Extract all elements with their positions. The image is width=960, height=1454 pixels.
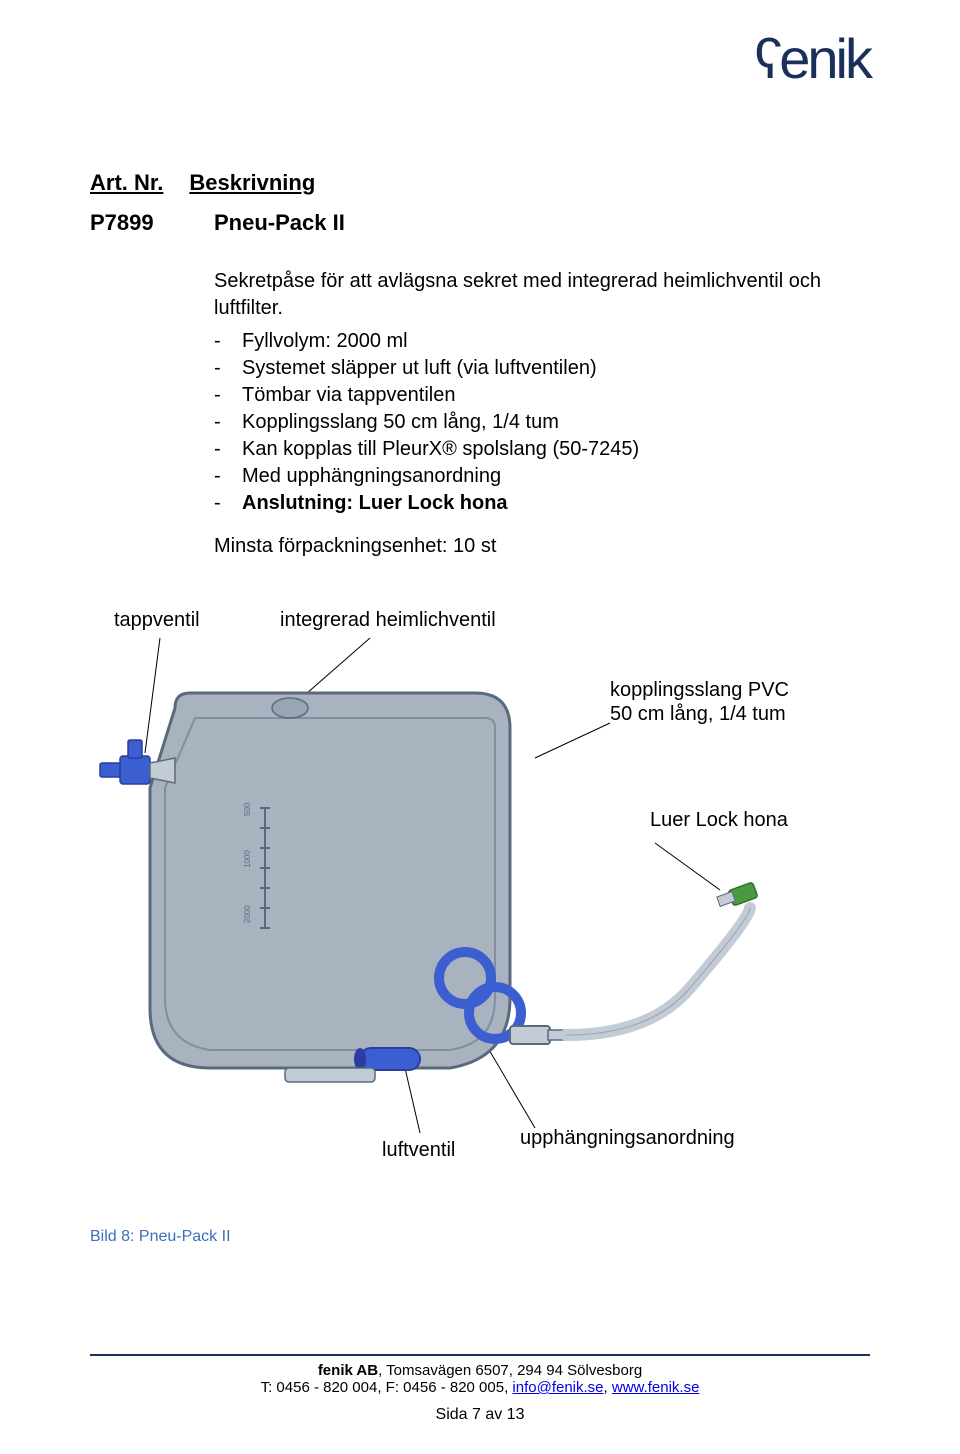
list-item: Kopplingsslang 50 cm lång, 1/4 tum — [214, 409, 870, 436]
footer-url-link[interactable]: www.fenik.se — [612, 1379, 700, 1396]
feature-list: Fyllvolym: 2000 ml Systemet släpper ut l… — [214, 328, 870, 517]
diagram-svg: 500 1000 2000 — [90, 628, 870, 1188]
luftventil-icon — [354, 1048, 420, 1070]
list-item: Fyllvolym: 2000 ml — [214, 328, 870, 355]
list-item: Med upphängningsanordning — [214, 463, 870, 490]
product-description: Sekretpåse för att avlägsna sekret med i… — [214, 268, 870, 322]
footer-email-link[interactable]: info@fenik.se — [512, 1379, 603, 1396]
list-item: Kan kopplas till PleurX® spolslang (50-7… — [214, 436, 870, 463]
list-item: Tömbar via tappventilen — [214, 382, 870, 409]
product-artno: P7899 — [90, 210, 174, 236]
pack-size: Minsta förpackningsenhet: 10 st — [214, 535, 870, 558]
product-row: P7899 Pneu-Pack II — [90, 210, 870, 236]
footer-address: , Tomsavägen 6507, 294 94 Sölvesborg — [378, 1362, 642, 1379]
header-desc: Beskrivning — [189, 170, 315, 196]
figure-caption: Bild 8: Pneu-Pack II — [90, 1228, 870, 1246]
svg-text:500: 500 — [243, 802, 252, 816]
product-diagram: tappventil integrerad heimlichventil kop… — [90, 608, 870, 1198]
page-number: Sida 7 av 13 — [90, 1406, 870, 1424]
header-artno: Art. Nr. — [90, 170, 163, 196]
svg-text:1000: 1000 — [243, 850, 252, 868]
brand-logo: ʕenik — [754, 26, 870, 91]
footer-company: fenik AB — [318, 1362, 378, 1379]
footer-phones: T: 0456 - 820 004, F: 0456 - 820 005, — [261, 1379, 513, 1396]
product-name: Pneu-Pack II — [214, 210, 345, 236]
list-item: Anslutning: Luer Lock hona — [214, 490, 870, 517]
svg-text:2000: 2000 — [243, 905, 252, 923]
list-item: Systemet släpper ut luft (via luftventil… — [214, 355, 870, 382]
page-footer: fenik AB, Tomsavägen 6507, 294 94 Sölves… — [90, 1354, 870, 1424]
table-header: Art. Nr. Beskrivning — [90, 170, 870, 196]
